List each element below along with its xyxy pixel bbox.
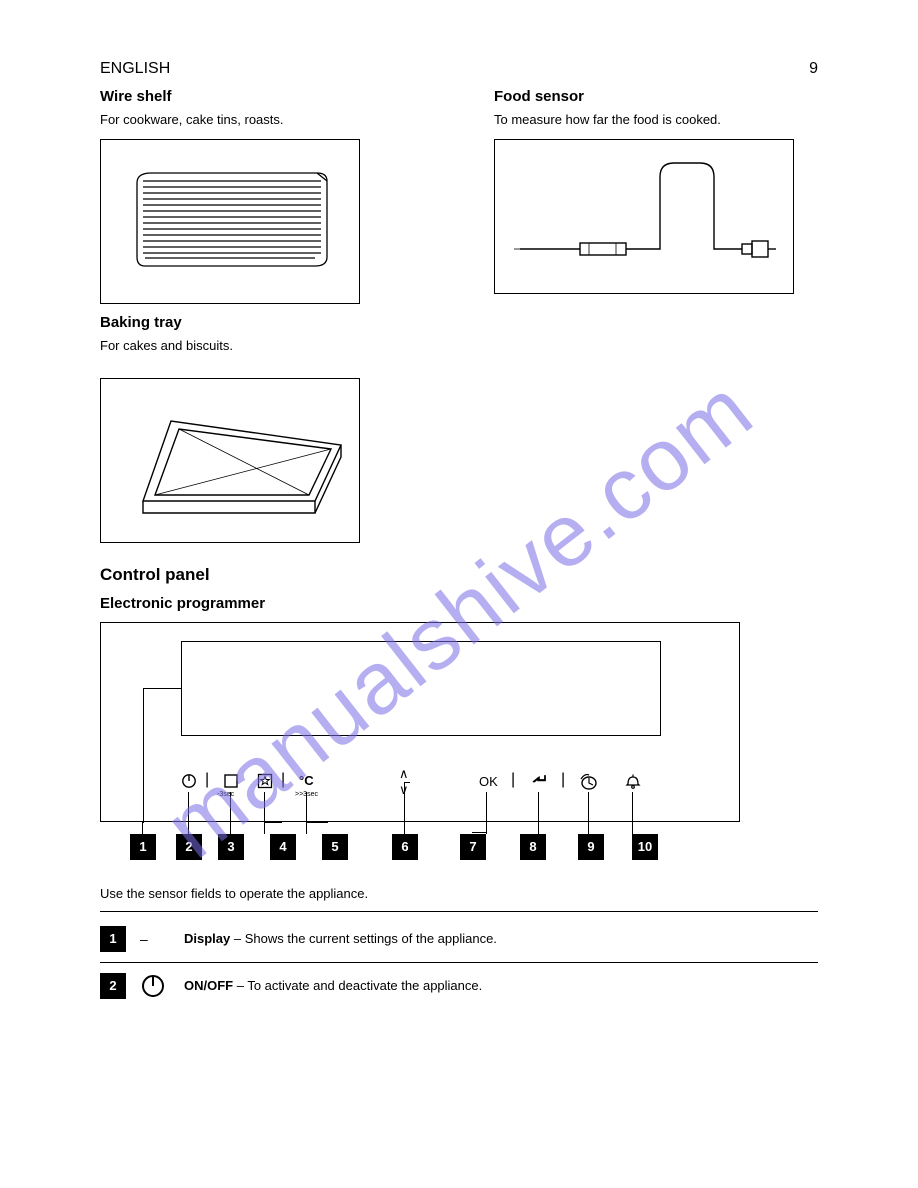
marker-9: 9 [578, 834, 604, 860]
marker-2: 2 [176, 834, 202, 860]
heating-function-sub: -3sec [217, 791, 234, 798]
electronic-programmer-heading: Electronic programmer [100, 595, 818, 612]
accessories-row: Wire shelf For cookware, cake tins, roas… [100, 88, 818, 543]
row-sep: – [234, 931, 245, 946]
accessories-right-col: Food sensor To measure how far the food … [494, 88, 818, 543]
control-panel-diagram: | -3sec | °C >>3sec ∧ ∨ OK | [100, 622, 740, 822]
up-arrow-icon: ∧ [399, 767, 409, 780]
baking-tray-icon [115, 391, 345, 531]
marker-leader [538, 792, 539, 834]
row-text: Display – Shows the current settings of … [184, 930, 497, 948]
ok-label: OK [479, 775, 498, 788]
clock-functions-icon [579, 773, 599, 791]
marker-4: 4 [270, 834, 296, 860]
marker-leader-h [264, 822, 282, 823]
markers-row: 1 2 3 4 5 6 7 8 9 10 [100, 822, 740, 872]
marker-leader [632, 792, 633, 834]
back-icon [531, 773, 549, 789]
wire-shelf-desc: For cookware, cake tins, roasts. [100, 111, 424, 129]
row-sep: – [237, 978, 248, 993]
heating-function-icon [223, 773, 239, 789]
wire-shelf-title: Wire shelf [100, 88, 424, 105]
marker-8: 8 [520, 834, 546, 860]
marker-leader-h [306, 822, 328, 823]
divider [100, 911, 818, 912]
intro-text: Use the sensor fields to operate the app… [100, 886, 818, 901]
marker-leader [306, 792, 307, 834]
panel-wrap: | -3sec | °C >>3sec ∧ ∨ OK | [100, 622, 740, 872]
row-symbol: – [140, 931, 184, 947]
panel-icons-row: | -3sec | °C >>3sec ∧ ∨ OK | [101, 773, 741, 803]
row-desc: Shows the current settings of the applia… [245, 931, 497, 946]
marker-leader [230, 792, 231, 834]
row-symbol [140, 973, 184, 999]
row-text: ON/OFF – To activate and deactivate the … [184, 977, 482, 995]
manual-page: ENGLISH 9 Wire shelf For cookware, cake … [0, 0, 918, 1188]
baking-tray-figure [100, 378, 360, 543]
row-name: ON/OFF [184, 978, 233, 993]
leader-display-h [143, 688, 181, 689]
favourite-icon [257, 773, 273, 789]
marker-leader [142, 822, 143, 834]
food-sensor-figure [494, 139, 794, 294]
marker-5: 5 [322, 834, 348, 860]
food-sensor-title: Food sensor [494, 88, 818, 105]
dash-symbol: – [140, 931, 148, 947]
control-panel-heading: Control panel [100, 565, 818, 585]
marker-leader [404, 782, 405, 834]
power-icon [181, 773, 197, 789]
food-sensor-icon [504, 149, 784, 284]
marker-3: 3 [218, 834, 244, 860]
marker-leader [588, 792, 589, 834]
header-language: ENGLISH [100, 60, 170, 78]
row-marker: 2 [100, 973, 126, 999]
food-sensor-desc: To measure how far the food is cooked. [494, 111, 818, 129]
page-number: 9 [809, 60, 818, 78]
marker-1: 1 [130, 834, 156, 860]
temperature-icon: °C [299, 774, 314, 787]
separator: | [511, 771, 515, 789]
separator: | [205, 771, 209, 789]
wire-shelf-figure [100, 139, 360, 304]
baking-tray-title: Baking tray [100, 314, 424, 331]
wire-shelf-icon [115, 151, 345, 291]
row-marker: 1 [100, 926, 126, 952]
marker-leader [264, 792, 265, 834]
control-row-2: 2 ON/OFF – To activate and deactivate th… [100, 963, 818, 1009]
control-row-1: 1 – Display – Shows the current settings… [100, 916, 818, 963]
power-icon [140, 973, 166, 999]
separator: | [281, 771, 285, 789]
marker-leader-h [404, 782, 410, 783]
minute-minder-icon [625, 773, 641, 789]
row-desc: To activate and deactivate the appliance… [247, 978, 482, 993]
row-name: Display [184, 931, 230, 946]
marker-10: 10 [632, 834, 658, 860]
page-header: ENGLISH 9 [100, 60, 818, 78]
marker-leader [188, 792, 189, 834]
display-rect [181, 641, 661, 736]
marker-7: 7 [460, 834, 486, 860]
separator: | [561, 771, 565, 789]
marker-leader-h [472, 832, 486, 833]
marker-6: 6 [392, 834, 418, 860]
marker-leader [486, 792, 487, 834]
baking-tray-desc: For cakes and biscuits. [100, 337, 424, 355]
accessories-left-col: Wire shelf For cookware, cake tins, roas… [100, 88, 424, 543]
